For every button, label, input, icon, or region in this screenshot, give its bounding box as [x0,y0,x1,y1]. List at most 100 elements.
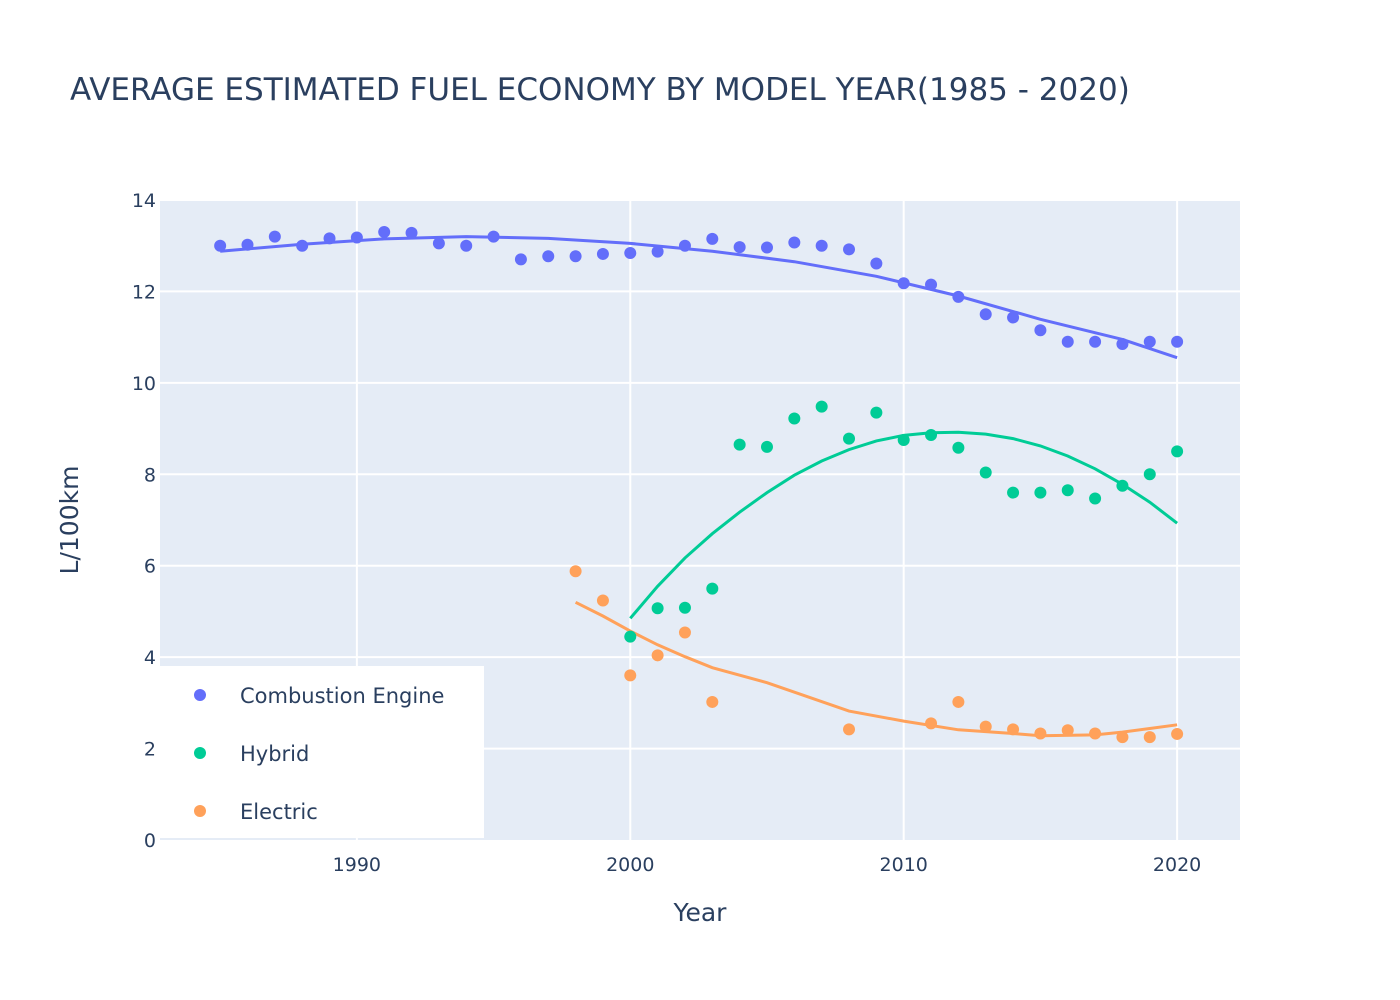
data-point-2 [1034,727,1047,740]
y-tick-label: 14 [132,190,156,212]
legend-marker-0 [194,689,206,701]
data-point-0 [897,277,910,290]
data-point-0 [542,250,555,263]
data-point-2 [952,695,965,708]
data-point-0 [1143,335,1156,348]
data-point-0 [760,241,773,254]
legend-marker-1 [194,747,206,759]
y-tick-label: 4 [144,647,156,669]
data-point-0 [925,278,938,291]
data-point-0 [569,250,582,263]
data-point-0 [268,230,281,243]
data-point-2 [706,695,719,708]
data-point-0 [952,290,965,303]
data-point-0 [815,239,828,252]
data-point-0 [405,226,418,239]
data-point-1 [843,432,856,445]
data-point-2 [1116,731,1129,744]
data-point-1 [706,582,719,595]
data-point-2 [843,723,856,736]
data-point-0 [460,239,473,252]
data-point-1 [897,434,910,446]
data-point-0 [214,239,227,252]
data-point-1 [1007,486,1020,499]
legend-label-1: Hybrid [240,742,309,766]
data-point-2 [624,669,637,682]
data-points [214,226,1184,744]
data-point-0 [323,232,336,245]
data-point-1 [870,406,883,419]
y-tick-label: 6 [144,556,156,578]
y-axis-title: L/100km [55,466,84,575]
legend-marker-2 [194,805,206,817]
data-point-0 [1171,335,1184,348]
data-point-1 [979,466,992,479]
data-point-0 [241,238,254,251]
data-point-0 [350,231,363,244]
y-tick-label: 10 [132,373,156,395]
data-point-1 [1143,468,1156,481]
data-point-0 [706,232,719,245]
chart-title: AVERAGE ESTIMATED FUEL ECONOMY BY MODEL … [70,72,1130,108]
data-point-1 [925,428,938,441]
data-point-0 [788,236,801,249]
data-point-0 [1116,338,1129,350]
data-point-0 [1007,311,1020,324]
data-point-1 [1171,445,1184,458]
data-point-1 [1061,484,1074,497]
y-tick-label: 12 [132,281,156,303]
data-point-1 [733,438,746,451]
data-point-1 [651,602,664,615]
data-point-2 [925,717,938,730]
data-point-0 [651,245,664,258]
data-point-0 [1089,335,1102,348]
x-axis-ticks: 1990 2000 2010 2020 [333,854,1202,876]
data-point-0 [296,239,309,252]
data-point-0 [870,257,883,270]
data-point-0 [487,230,500,243]
data-point-2 [678,626,691,639]
data-point-2 [1007,723,1020,736]
legend-box [160,666,484,838]
data-point-1 [760,440,773,453]
y-tick-label: 2 [144,739,156,761]
data-point-0 [514,253,527,266]
data-point-0 [843,243,856,256]
data-point-1 [952,441,965,454]
data-point-2 [979,720,992,733]
data-point-1 [1034,486,1047,499]
data-point-0 [596,247,609,260]
legend-label-0: Combustion Engine [240,684,444,708]
data-point-0 [1034,324,1047,337]
legend[interactable]: Combustion Engine Hybrid Electric [160,666,484,838]
x-tick-label: 2010 [880,854,928,876]
data-point-0 [678,239,691,252]
data-point-2 [1061,724,1074,737]
data-point-0 [979,308,992,321]
data-point-0 [624,247,637,260]
y-tick-label: 8 [144,464,156,486]
x-axis-title: Year [673,898,728,927]
data-point-1 [1116,479,1129,492]
data-point-2 [651,649,664,662]
y-axis-ticks: 0 2 4 6 8 10 12 14 [132,190,156,852]
data-point-1 [1089,492,1102,505]
y-tick-label: 0 [144,830,156,852]
trend-line-2 [574,600,1178,738]
data-point-0 [1061,335,1074,348]
x-tick-label: 2020 [1153,854,1201,876]
legend-label-2: Electric [240,800,318,824]
data-point-1 [815,400,828,413]
data-point-0 [733,241,746,254]
data-point-1 [788,412,801,425]
data-point-2 [569,565,582,578]
trend-line-0 [220,235,1178,360]
data-point-0 [378,226,391,238]
x-tick-label: 1990 [333,854,381,876]
data-point-1 [624,630,637,643]
data-point-1 [678,601,691,614]
data-point-0 [432,237,445,250]
data-point-2 [1089,727,1102,740]
data-point-2 [1171,727,1184,740]
